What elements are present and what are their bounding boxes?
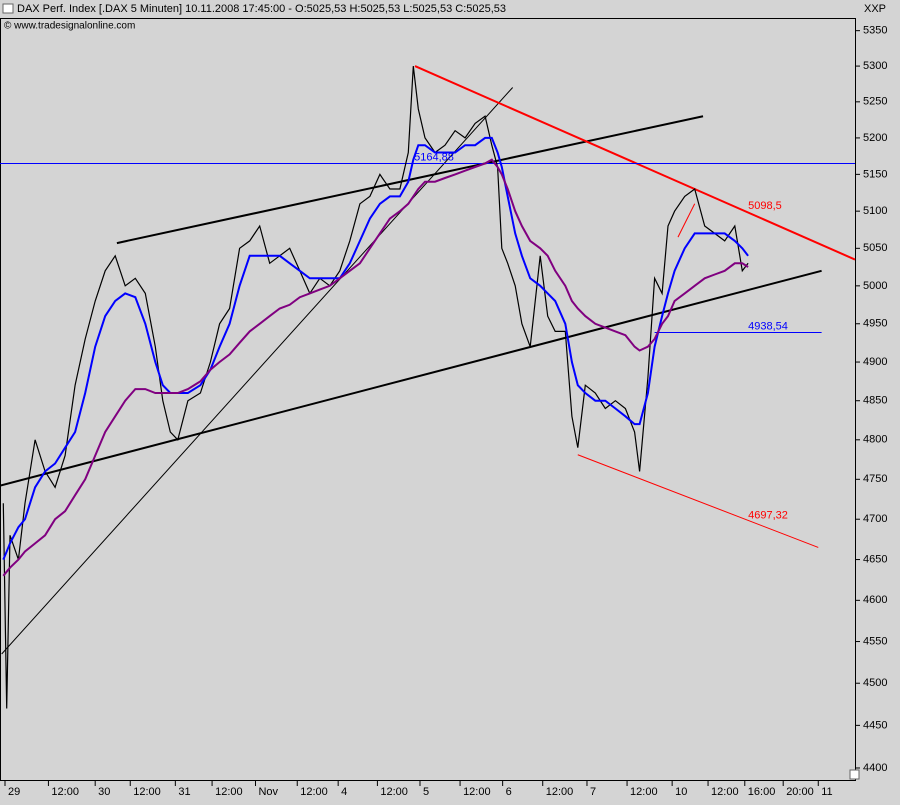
x-tick-label: 12:00 [463, 786, 491, 798]
y-tick-label: 5250 [863, 96, 887, 108]
x-tick-label: 11 [821, 786, 832, 798]
x-tick-label: 20:00 [786, 786, 814, 798]
x-tick-label: 7 [590, 786, 596, 798]
y-tick-label: 4500 [863, 677, 887, 689]
x-tick-label: 16:00 [748, 786, 776, 798]
x-tick-label: 12:00 [630, 786, 658, 798]
y-tick-label: 4950 [863, 318, 887, 330]
x-tick-label: 30 [98, 786, 110, 798]
x-tick-label: 10 [675, 786, 687, 798]
y-tick-label: 5300 [863, 60, 887, 72]
x-tick-label: Nov [258, 786, 278, 798]
x-tick-label: 12:00 [51, 786, 79, 798]
y-axis-label: XXP [864, 3, 886, 15]
y-tick-label: 4550 [863, 635, 887, 647]
y-tick-label: 5000 [863, 280, 887, 292]
resize-icon [849, 769, 860, 780]
x-tick-label: 5 [423, 786, 429, 798]
level-label: 5098,5 [748, 200, 782, 212]
trend-line [677, 203, 696, 238]
x-tick-label: 12:00 [215, 786, 243, 798]
copyright: © www.tradesignalonline.com [4, 21, 135, 32]
level-label: 4697,32 [748, 509, 788, 521]
x-tick-label: 12:00 [546, 786, 574, 798]
y-tick-label: 5350 [863, 25, 887, 37]
y-tick-label: 4700 [863, 513, 887, 525]
series-line [2, 136, 749, 560]
trend-line [116, 115, 704, 245]
x-tick-label: 12:00 [300, 786, 328, 798]
y-tick-label: 4750 [863, 473, 887, 485]
y-tick-label: 5050 [863, 242, 887, 254]
chart-title: DAX Perf. Index [.DAX 5 Minuten] 10.11.2… [17, 3, 506, 15]
series-line [2, 66, 749, 709]
level-label: 4938,54 [748, 320, 788, 332]
y-tick-label: 4450 [863, 719, 887, 731]
x-tick-label: 12:00 [380, 786, 408, 798]
x-tick-label: 29 [8, 786, 20, 798]
trend-line [0, 269, 822, 487]
level-label: 5164,88 [414, 151, 454, 163]
y-tick-label: 4850 [863, 395, 887, 407]
y-tick-label: 4900 [863, 356, 887, 368]
y-tick-label: 5200 [863, 132, 887, 144]
y-tick-label: 5100 [863, 205, 887, 217]
y-tick-label: 5150 [863, 168, 887, 180]
trend-line [414, 65, 856, 261]
x-tick-label: 6 [506, 786, 512, 798]
y-tick-label: 4650 [863, 553, 887, 565]
trend-line [577, 454, 819, 548]
x-tick-label: 31 [178, 786, 190, 798]
x-tick-label: 12:00 [133, 786, 161, 798]
header-icon [2, 3, 14, 14]
x-tick-label: 4 [341, 786, 347, 798]
y-tick-label: 4800 [863, 434, 887, 446]
plot-frame [0, 18, 856, 781]
x-tick-label: 12:00 [711, 786, 739, 798]
y-tick-label: 4400 [863, 762, 887, 774]
series-line [2, 158, 749, 577]
y-tick-label: 4600 [863, 594, 887, 606]
